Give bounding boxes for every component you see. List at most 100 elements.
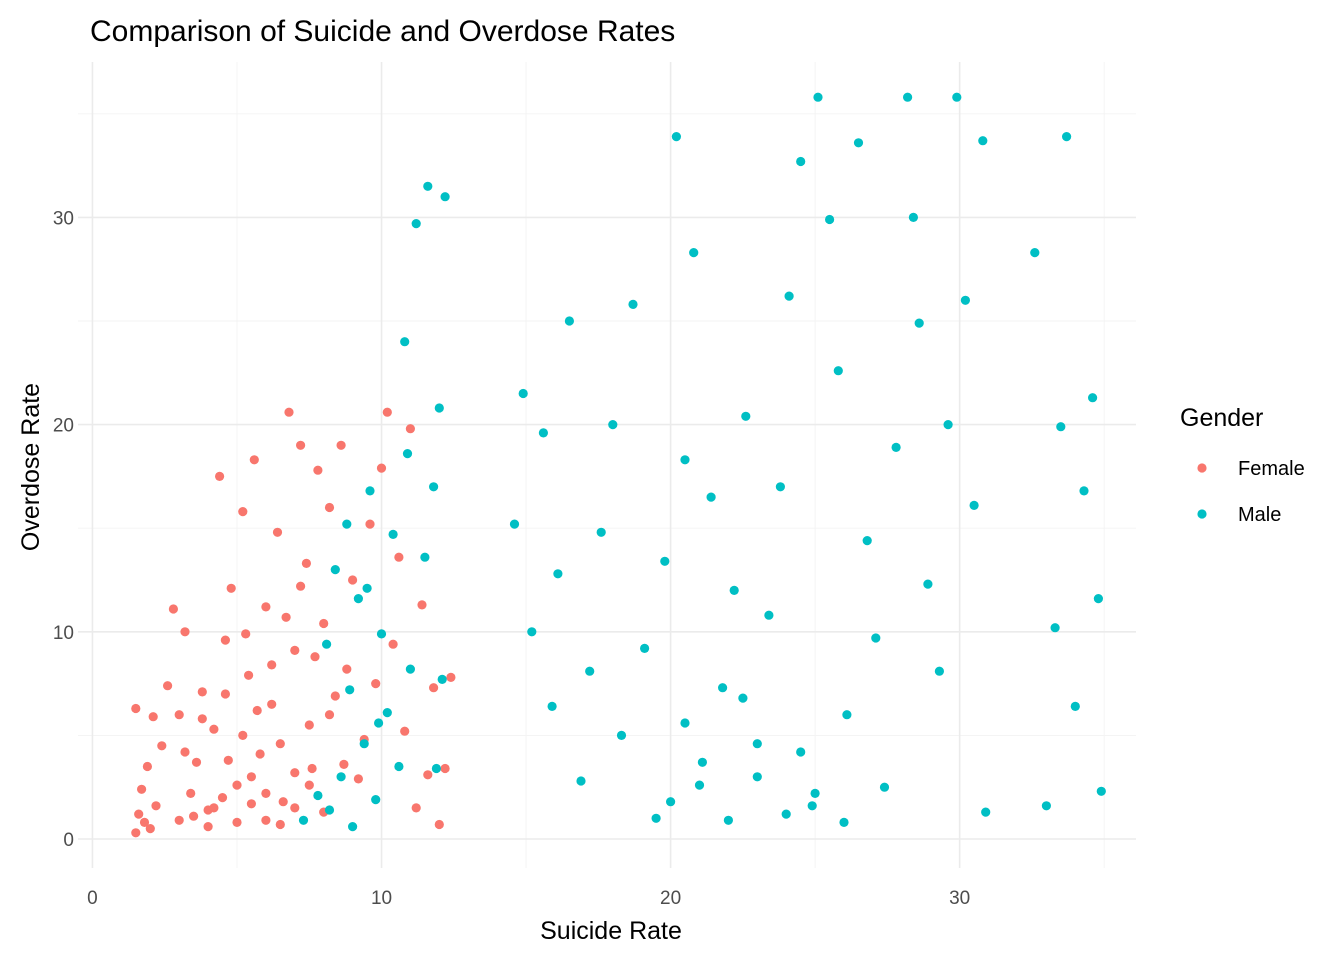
male-point — [908, 212, 919, 222]
male-point — [775, 482, 786, 492]
female-point — [400, 726, 410, 736]
male-point — [671, 132, 682, 142]
male-legend-key — [1197, 509, 1207, 519]
male-point — [342, 519, 352, 529]
male-point — [431, 763, 441, 774]
male-point — [689, 248, 699, 258]
female-point — [215, 471, 225, 481]
female-point — [423, 770, 433, 780]
y-tick-labels: 0 10 20 30 — [53, 208, 74, 851]
male-point — [440, 192, 450, 202]
male-point — [1079, 486, 1089, 496]
y-tick-label: 20 — [53, 416, 74, 437]
female-point — [342, 664, 352, 674]
male-point — [576, 776, 586, 786]
male-point — [981, 807, 991, 817]
male-point — [336, 772, 346, 782]
female-point — [405, 424, 415, 434]
male-point — [833, 366, 843, 376]
male-legend-label: Male — [1238, 504, 1281, 526]
female-point — [226, 583, 236, 593]
male-point — [298, 815, 309, 825]
male-point — [960, 295, 971, 305]
female-point — [336, 440, 346, 450]
female-point — [238, 507, 248, 517]
female-point — [151, 801, 161, 811]
female-point — [174, 815, 184, 825]
male-point — [348, 822, 358, 832]
male-point — [660, 556, 670, 566]
male-point — [952, 92, 962, 102]
male-point — [374, 718, 384, 728]
female-point — [180, 627, 190, 637]
male-point — [842, 710, 852, 720]
male-point — [903, 92, 913, 102]
male-point — [616, 730, 627, 741]
female-point — [307, 763, 317, 774]
male-point — [400, 337, 410, 347]
male-point — [585, 666, 595, 676]
female-point — [301, 558, 311, 569]
female-point — [191, 757, 202, 767]
male-point — [1070, 701, 1080, 712]
male-point — [434, 403, 444, 413]
male-point — [784, 291, 794, 301]
female-point — [246, 799, 256, 809]
male-point — [796, 156, 806, 167]
female-point — [174, 710, 184, 720]
male-point — [796, 747, 806, 757]
x-tick-label: 20 — [660, 888, 681, 909]
y-axis-title: Overdose Rate — [17, 383, 45, 551]
male-point — [923, 579, 933, 589]
female-point — [246, 772, 256, 782]
male-point — [741, 411, 751, 421]
female-point — [304, 720, 314, 730]
female-point — [255, 749, 265, 759]
female-point — [440, 763, 450, 774]
male-point — [651, 813, 661, 823]
male-point — [752, 772, 762, 782]
male-point — [394, 761, 404, 772]
female-point — [324, 710, 335, 720]
female-point — [249, 455, 259, 465]
x-tick-label: 10 — [371, 888, 392, 909]
female-point — [139, 817, 150, 828]
y-tick-label: 10 — [53, 623, 74, 644]
points-layer — [131, 92, 1106, 838]
male-point — [718, 683, 728, 693]
female-point — [429, 683, 439, 693]
male-point — [891, 442, 901, 452]
female-point — [267, 699, 277, 709]
female-point — [330, 691, 340, 701]
male-point — [509, 519, 520, 529]
male-point — [322, 639, 332, 649]
female-point — [417, 600, 427, 610]
female-point — [238, 730, 248, 741]
female-point — [278, 797, 288, 807]
female-point — [290, 768, 300, 778]
female-legend-key — [1197, 463, 1207, 473]
male-point — [978, 136, 988, 146]
female-point — [209, 803, 219, 813]
male-point — [547, 701, 557, 712]
female-point — [284, 407, 294, 417]
male-point — [853, 138, 864, 148]
male-point — [376, 629, 387, 639]
male-point — [862, 536, 872, 546]
female-point — [290, 645, 300, 656]
female-point — [137, 784, 147, 794]
male-point — [666, 797, 676, 807]
male-point — [1093, 594, 1103, 604]
male-point — [813, 92, 823, 102]
male-point — [825, 214, 835, 225]
female-point — [197, 714, 207, 724]
female-point — [131, 703, 141, 714]
female-point — [388, 639, 398, 649]
male-point — [371, 795, 381, 805]
female-point — [411, 803, 421, 813]
male-point — [564, 316, 575, 326]
male-point — [553, 569, 563, 579]
female-point — [209, 724, 219, 734]
male-point — [405, 664, 415, 674]
female-point — [339, 759, 349, 770]
